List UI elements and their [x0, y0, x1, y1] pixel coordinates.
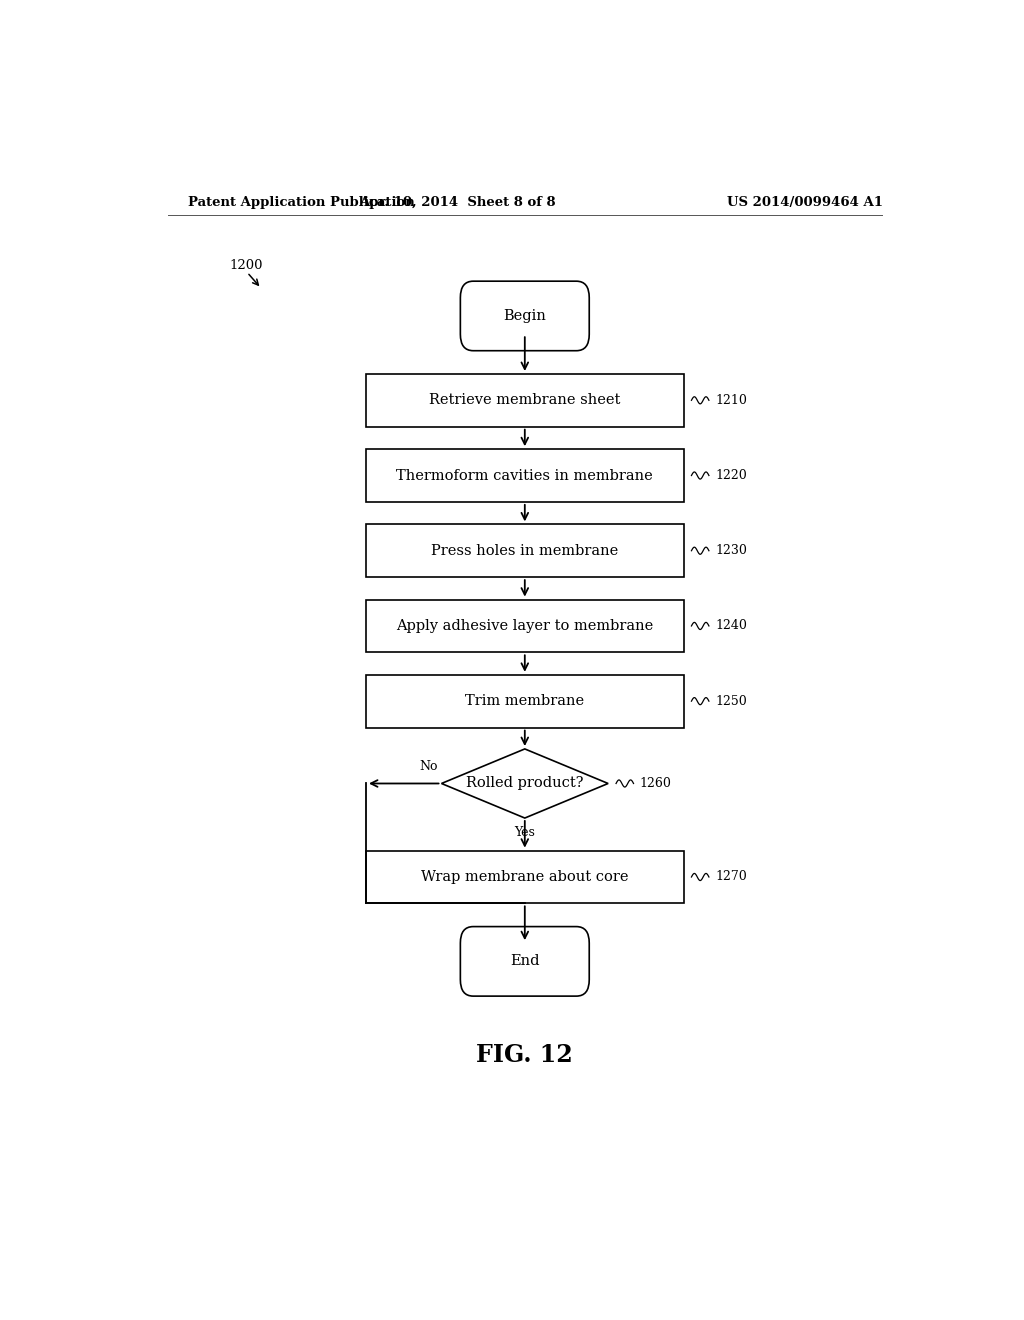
- Text: Apr. 10, 2014  Sheet 8 of 8: Apr. 10, 2014 Sheet 8 of 8: [359, 195, 556, 209]
- Text: Begin: Begin: [504, 309, 546, 323]
- Text: No: No: [419, 760, 437, 774]
- Text: Yes: Yes: [514, 826, 536, 840]
- Text: Thermoform cavities in membrane: Thermoform cavities in membrane: [396, 469, 653, 483]
- Text: Trim membrane: Trim membrane: [465, 694, 585, 708]
- Text: End: End: [510, 954, 540, 969]
- Text: 1200: 1200: [229, 259, 263, 272]
- Text: 1210: 1210: [715, 393, 748, 407]
- Text: 1260: 1260: [640, 777, 672, 789]
- Text: 1270: 1270: [715, 870, 748, 883]
- Text: 1250: 1250: [715, 694, 748, 708]
- Text: US 2014/0099464 A1: US 2014/0099464 A1: [727, 195, 883, 209]
- Polygon shape: [441, 748, 608, 818]
- Text: 1230: 1230: [715, 544, 748, 557]
- Bar: [367, 374, 684, 426]
- Text: 1240: 1240: [715, 619, 748, 632]
- Bar: [367, 675, 684, 727]
- Text: Patent Application Publication: Patent Application Publication: [187, 195, 415, 209]
- Bar: [367, 599, 684, 652]
- Text: Retrieve membrane sheet: Retrieve membrane sheet: [429, 393, 621, 408]
- Text: 1220: 1220: [715, 469, 748, 482]
- Text: Apply adhesive layer to membrane: Apply adhesive layer to membrane: [396, 619, 653, 634]
- Text: FIG. 12: FIG. 12: [476, 1043, 573, 1067]
- Text: Rolled product?: Rolled product?: [466, 776, 584, 791]
- Bar: [367, 524, 684, 577]
- FancyBboxPatch shape: [461, 281, 589, 351]
- Text: Press holes in membrane: Press holes in membrane: [431, 544, 618, 558]
- Bar: [367, 850, 684, 903]
- FancyBboxPatch shape: [461, 927, 589, 997]
- Bar: [367, 449, 684, 502]
- Text: Wrap membrane about core: Wrap membrane about core: [421, 870, 629, 884]
